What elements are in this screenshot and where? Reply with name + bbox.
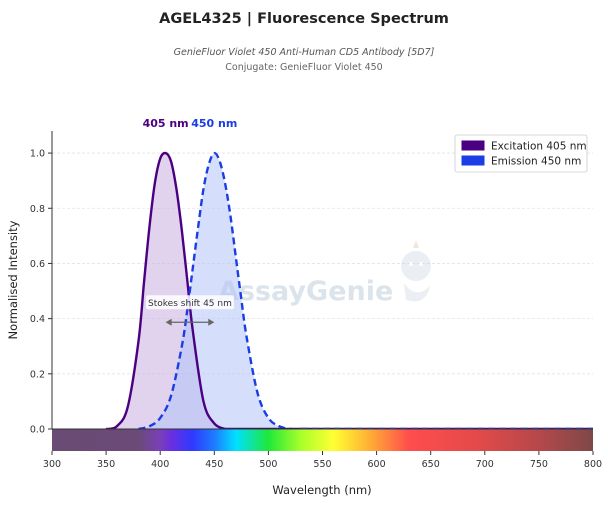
x-tick-label: 650 bbox=[422, 459, 440, 470]
peak-labels: 405 nm 450 nm bbox=[143, 117, 238, 130]
x-tick-label: 300 bbox=[43, 459, 61, 470]
chart-subtitle: GenieFluor Violet 450 Anti-Human CD5 Ant… bbox=[173, 47, 435, 58]
series-line-1 bbox=[138, 151, 301, 429]
y-tick-label: 1.0 bbox=[30, 149, 45, 160]
y-axis-label: Normalised Intensity bbox=[6, 220, 20, 339]
x-tick-label: 550 bbox=[313, 459, 331, 470]
x-tick-label: 500 bbox=[259, 459, 277, 470]
y-ticks: 0.0 0.2 0.4 0.6 0.8 1.0 bbox=[30, 149, 52, 436]
x-tick-label: 350 bbox=[97, 459, 115, 470]
y-tick-label: 0.4 bbox=[30, 314, 45, 325]
stokes-shift-annotation: Stokes shift 45 nm bbox=[145, 295, 234, 326]
x-tick-label: 600 bbox=[368, 459, 386, 470]
watermark-logo-icon bbox=[401, 240, 431, 302]
legend-swatch-0 bbox=[461, 140, 485, 151]
peak-label-0: 405 nm bbox=[143, 117, 189, 130]
legend-swatch-1 bbox=[461, 155, 485, 166]
watermark: AssayGenie bbox=[218, 276, 393, 307]
x-axis-label: Wavelength (nm) bbox=[272, 483, 371, 497]
legend-entry-0: Excitation 405 nm bbox=[491, 141, 587, 153]
legend-box bbox=[454, 134, 588, 173]
legend: Excitation 405 nm Emission 450 nm bbox=[454, 134, 588, 173]
chart-title: AGEL4325 | Fluorescence Spectrum bbox=[159, 11, 449, 27]
x-tick-label: 700 bbox=[476, 459, 494, 470]
series-fill-1 bbox=[138, 153, 301, 429]
conjugate-label: Conjugate: GenieFluor Violet 450 bbox=[225, 62, 383, 73]
legend-entry-1: Emission 450 nm bbox=[491, 156, 581, 168]
peak-label-1: 450 nm bbox=[191, 117, 237, 130]
visible-spectrum-bar bbox=[52, 429, 593, 451]
stokes-label-box bbox=[145, 295, 234, 310]
y-tick-label: 0.0 bbox=[30, 425, 45, 436]
x-tick-label: 750 bbox=[530, 459, 548, 470]
x-tick-label: 400 bbox=[151, 459, 169, 470]
x-ticks: 300 350 400 450 500 550 600 650 700 750 800 bbox=[43, 451, 602, 470]
y-tick-label: 0.2 bbox=[30, 369, 45, 380]
stokes-arrow-left-icon bbox=[165, 318, 172, 326]
x-tick-label: 800 bbox=[584, 459, 602, 470]
y-tick-label: 0.6 bbox=[30, 259, 45, 270]
x-tick-label: 450 bbox=[205, 459, 223, 470]
stokes-arrow-right-icon bbox=[208, 318, 215, 326]
series-line-0 bbox=[105, 151, 226, 429]
stokes-shift-label: Stokes shift 45 nm bbox=[148, 299, 232, 309]
y-tick-label: 0.8 bbox=[30, 204, 45, 215]
